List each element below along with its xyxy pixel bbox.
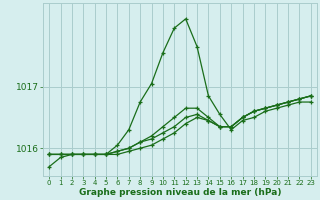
X-axis label: Graphe pression niveau de la mer (hPa): Graphe pression niveau de la mer (hPa) — [79, 188, 281, 197]
